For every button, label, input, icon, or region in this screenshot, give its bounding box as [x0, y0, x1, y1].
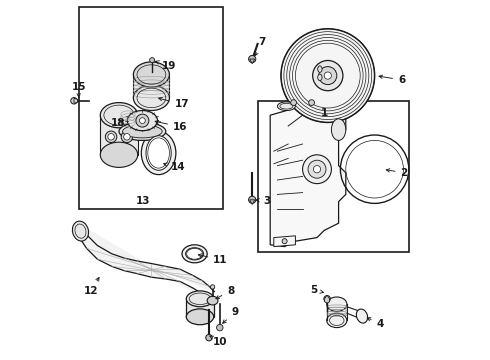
Ellipse shape [133, 85, 170, 111]
Text: 9: 9 [222, 307, 239, 323]
Circle shape [210, 285, 215, 289]
Ellipse shape [331, 119, 346, 140]
Ellipse shape [122, 125, 162, 138]
Bar [79, 7, 223, 209]
Ellipse shape [318, 74, 322, 81]
Text: 10: 10 [210, 336, 228, 347]
Ellipse shape [182, 245, 207, 263]
Text: 2: 2 [386, 168, 408, 178]
Polygon shape [250, 200, 255, 204]
Circle shape [291, 100, 296, 105]
Polygon shape [324, 295, 330, 303]
Circle shape [303, 155, 331, 184]
Ellipse shape [327, 297, 347, 311]
Ellipse shape [186, 309, 214, 325]
Ellipse shape [100, 103, 138, 128]
Circle shape [123, 134, 130, 140]
Polygon shape [206, 336, 212, 340]
Ellipse shape [127, 111, 157, 131]
Circle shape [324, 296, 330, 302]
Ellipse shape [133, 62, 170, 87]
Text: 1: 1 [320, 108, 328, 118]
Ellipse shape [207, 296, 218, 305]
Circle shape [308, 160, 326, 178]
Text: 19: 19 [156, 60, 176, 71]
Circle shape [121, 131, 133, 143]
Polygon shape [79, 225, 215, 304]
Ellipse shape [356, 309, 368, 323]
Text: 11: 11 [198, 254, 228, 265]
Circle shape [136, 114, 149, 127]
Text: 12: 12 [84, 278, 99, 296]
Circle shape [149, 58, 155, 63]
Ellipse shape [146, 136, 171, 170]
Circle shape [140, 118, 145, 123]
Text: 4: 4 [367, 318, 384, 329]
Circle shape [281, 29, 374, 122]
Text: 14: 14 [164, 162, 186, 172]
Circle shape [71, 98, 77, 104]
Text: 16: 16 [155, 121, 188, 132]
Circle shape [282, 239, 287, 244]
Circle shape [206, 334, 212, 341]
Circle shape [314, 166, 320, 173]
Polygon shape [274, 236, 295, 247]
Ellipse shape [100, 142, 138, 167]
Ellipse shape [186, 248, 204, 260]
Circle shape [105, 131, 117, 143]
Circle shape [248, 196, 256, 203]
Circle shape [108, 134, 114, 140]
Ellipse shape [141, 131, 176, 175]
Text: 7: 7 [255, 37, 266, 56]
Polygon shape [270, 101, 346, 247]
Bar [133, 75, 170, 98]
Polygon shape [288, 97, 317, 108]
Circle shape [313, 60, 343, 91]
Text: 8: 8 [216, 285, 234, 299]
Polygon shape [250, 59, 255, 64]
Circle shape [309, 100, 315, 105]
Circle shape [248, 55, 256, 63]
Text: 13: 13 [136, 196, 151, 206]
Bar [258, 101, 409, 252]
Circle shape [319, 67, 337, 85]
Ellipse shape [73, 221, 89, 241]
Text: 17: 17 [159, 98, 189, 109]
Text: 3: 3 [256, 196, 271, 206]
Bar [186, 299, 214, 317]
Ellipse shape [327, 313, 347, 328]
Text: 6: 6 [379, 75, 405, 85]
Bar [100, 115, 138, 155]
Text: 15: 15 [72, 82, 86, 98]
Circle shape [324, 72, 331, 79]
Ellipse shape [277, 102, 295, 111]
Text: 5: 5 [310, 285, 323, 295]
Ellipse shape [318, 66, 322, 72]
Polygon shape [74, 98, 77, 103]
Text: 18: 18 [111, 118, 125, 128]
Ellipse shape [119, 122, 166, 140]
Polygon shape [217, 326, 222, 329]
Ellipse shape [186, 291, 214, 307]
Circle shape [217, 324, 223, 331]
